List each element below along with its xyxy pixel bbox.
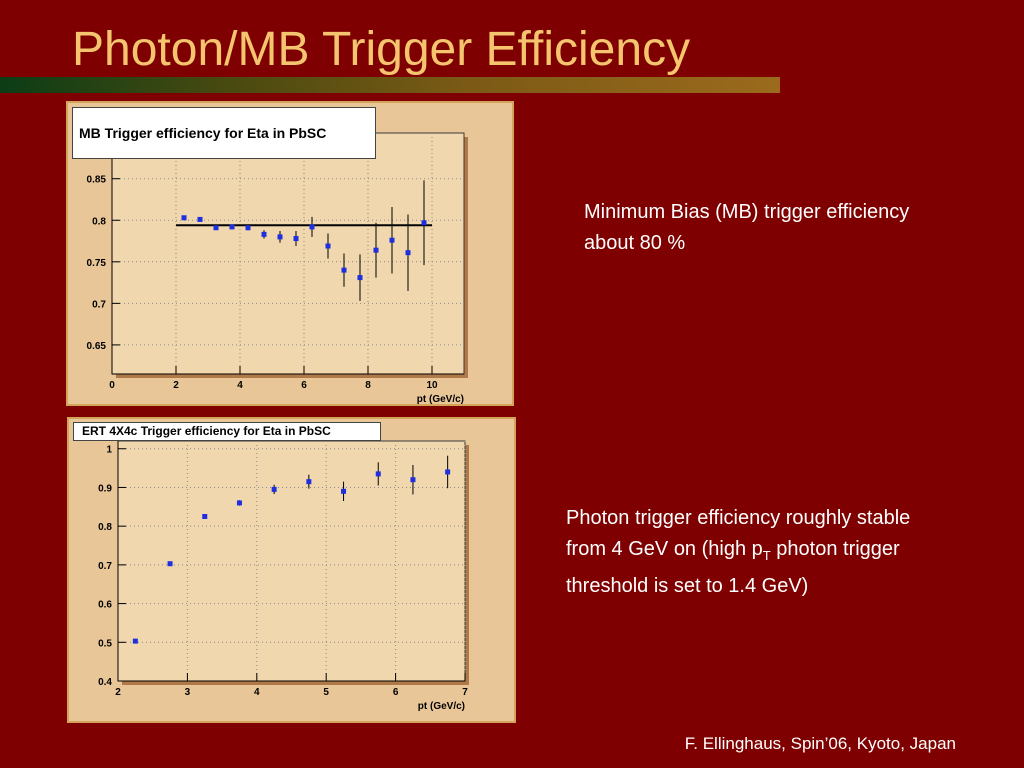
footer-credit: F. Ellinghaus, Spin’06, Kyoto, Japan (684, 734, 956, 753)
plot-area (111, 132, 465, 375)
x-tick-label: 2 (115, 687, 121, 698)
mb-trigger-chart-panel: 0 2 4 6 8 10 0.65 0.7 0.75 0.8 0.85 pt (GeV/c) MB T… (66, 101, 514, 406)
data-point (325, 243, 331, 249)
data-point (197, 216, 203, 222)
y-tick-label: 0.6 (98, 600, 112, 611)
data-point (410, 477, 416, 483)
x-tick-label: 5 (323, 687, 329, 698)
y-tick-label: 0.7 (98, 561, 112, 572)
x-tick-label: 4 (237, 380, 243, 391)
y-tick-label: 0.4 (98, 677, 112, 688)
photon-efficiency-note: Photon trigger efficiency roughly stable… (566, 503, 946, 602)
data-point (236, 500, 242, 506)
data-point (306, 479, 312, 485)
mb-efficiency-note: Minimum Bias (MB) trigger efficiency abo… (584, 197, 914, 259)
chart-title: ERT 4X4c Trigger efficiency for Eta in P… (73, 422, 381, 441)
data-point (202, 513, 208, 519)
photon-note-text-start: Photon trigger efficiency roughly stable… (566, 507, 911, 560)
data-point (341, 488, 347, 494)
photon-note-subscript: T (762, 548, 771, 563)
data-point (181, 215, 187, 221)
data-point (277, 234, 283, 240)
y-tick-label: 0.8 (92, 216, 106, 227)
x-tick-label: 2 (173, 380, 179, 391)
slide-title: Photon/MB Trigger Efficiency (72, 23, 691, 76)
mb-efficiency-text: Minimum Bias (MB) trigger efficiency abo… (584, 201, 910, 254)
x-axis-label: pt (GeV/c) (417, 394, 464, 404)
x-tick-label: 3 (185, 687, 191, 698)
y-tick-label: 0.8 (98, 522, 112, 533)
x-axis-label: pt (GeV/c) (418, 701, 465, 712)
y-tick-label: 0.7 (92, 299, 106, 310)
data-point (309, 224, 315, 230)
data-point (445, 469, 451, 475)
title-underline-bar (0, 77, 780, 93)
mb-trigger-chart: 0 2 4 6 8 10 0.65 0.7 0.75 0.8 0.85 pt (GeV/c) (87, 132, 468, 404)
data-point (229, 224, 235, 230)
ert-trigger-chart: 2 3 4 5 6 7 0.4 0.5 0.6 0.7 0.8 0.9 1 pt (GeV/c) (98, 440, 469, 712)
data-point (405, 250, 411, 256)
x-tick-label: 0 (109, 380, 115, 391)
data-point (341, 267, 347, 273)
data-point (271, 486, 277, 492)
data-point (167, 561, 173, 567)
ert-trigger-chart-panel: 2 3 4 5 6 7 0.4 0.5 0.6 0.7 0.8 0.9 1 pt (GeV/c) ERT … (67, 417, 516, 723)
y-tick-label: 0.9 (98, 483, 112, 494)
y-tick-label: 0.85 (87, 175, 107, 186)
x-tick-label: 6 (301, 380, 307, 391)
chart-title: MB Trigger efficiency for Eta in PbSC (72, 107, 376, 159)
y-tick-label: 0.75 (87, 258, 107, 269)
data-point (389, 237, 395, 243)
x-tick-label: 7 (462, 687, 468, 698)
data-point (375, 471, 381, 477)
data-point (357, 275, 363, 281)
data-point (421, 220, 427, 226)
x-tick-label: 10 (426, 380, 438, 391)
data-point (213, 225, 219, 231)
photon-note-text-end: photon trigger threshold is set to 1.4 G… (566, 538, 900, 597)
y-tick-label: 1 (106, 445, 112, 456)
data-point (293, 236, 299, 242)
data-point (132, 638, 138, 644)
x-tick-label: 8 (365, 380, 371, 391)
data-point (373, 247, 379, 253)
y-tick-label: 0.65 (87, 341, 107, 352)
x-tick-label: 4 (254, 687, 260, 698)
plot-area (117, 440, 466, 682)
y-tick-label: 0.5 (98, 638, 112, 649)
data-point (261, 231, 267, 237)
x-tick-label: 6 (393, 687, 399, 698)
data-point (245, 225, 251, 231)
